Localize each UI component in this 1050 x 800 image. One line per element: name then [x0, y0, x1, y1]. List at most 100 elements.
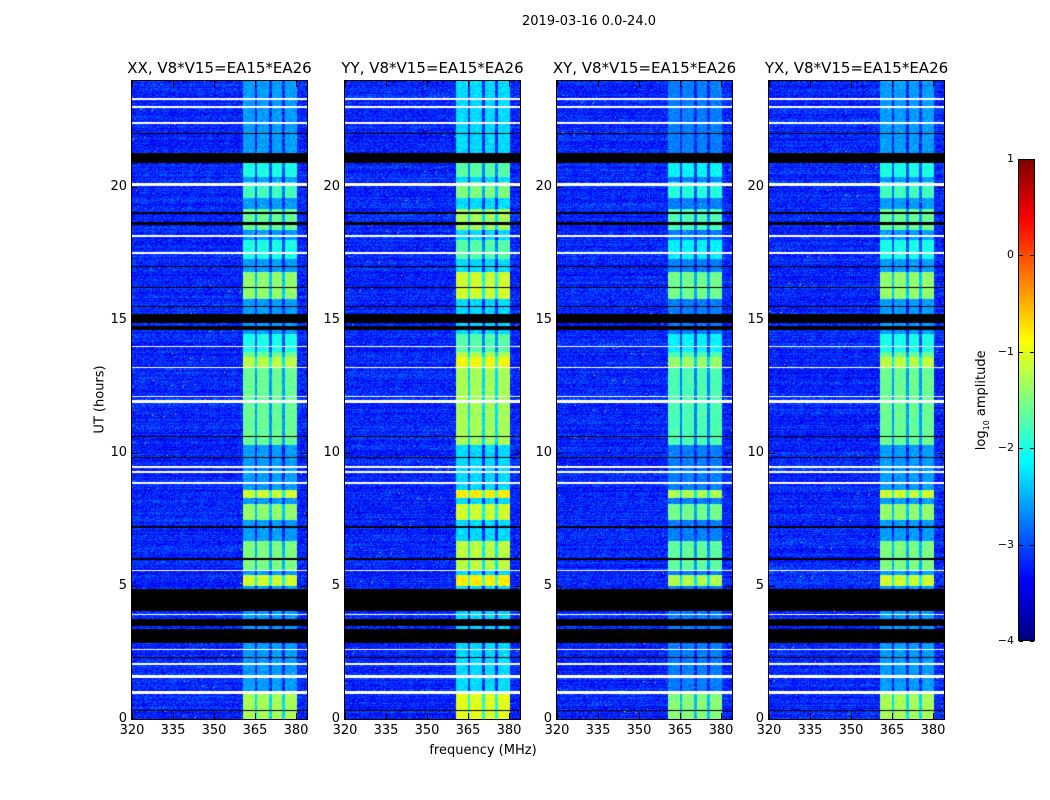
colorbar-tick-label: 0 — [1007, 248, 1014, 262]
x-tick — [639, 81, 641, 87]
panel-axes-yx — [768, 80, 945, 720]
x-tick-label: 335 — [160, 723, 186, 738]
y-tick-label: 15 — [535, 312, 552, 328]
y-tick — [514, 187, 520, 189]
x-tick — [721, 713, 723, 719]
x-tick — [173, 81, 175, 87]
x-tick-label: 350 — [201, 723, 227, 738]
y-tick-label: 10 — [110, 445, 127, 461]
x-tick-label: 365 — [667, 723, 693, 738]
x-tick-label: 365 — [455, 723, 481, 738]
x-tick-label: 350 — [414, 723, 440, 738]
panel-title: XX, V8*V15=EA15*EA26 — [127, 59, 312, 77]
x-tick — [933, 713, 935, 719]
y-tick — [726, 719, 732, 720]
x-tick — [598, 81, 600, 87]
y-tick — [938, 187, 944, 189]
y-tick — [938, 320, 944, 322]
colorbar-tick — [1030, 255, 1034, 257]
colorbar-tick-label: 1 — [1007, 152, 1014, 165]
colorbar-tick — [1019, 448, 1023, 450]
y-tick — [938, 586, 944, 588]
x-tick — [598, 713, 600, 719]
y-tick — [132, 719, 138, 720]
colorbar-tick — [1019, 544, 1023, 546]
y-tick-label: 0 — [543, 711, 552, 726]
y-tick — [132, 187, 138, 189]
x-tick — [345, 81, 346, 87]
x-tick-label: 320 — [119, 723, 145, 738]
x-tick — [851, 81, 853, 87]
y-tick — [345, 187, 351, 189]
colorbar-tick — [1030, 351, 1034, 353]
x-tick — [721, 81, 723, 87]
y-tick — [345, 453, 351, 455]
x-tick — [892, 81, 894, 87]
colorbar-tick — [1019, 351, 1023, 353]
y-tick-label: 15 — [323, 312, 340, 328]
heatmap-canvas — [769, 81, 944, 719]
y-tick — [301, 719, 307, 720]
x-tick — [296, 713, 298, 719]
y-tick — [726, 453, 732, 455]
x-tick-label: 380 — [496, 723, 522, 738]
x-tick — [345, 713, 346, 719]
colorbar-tick — [1019, 641, 1023, 642]
x-tick-label: 335 — [373, 723, 399, 738]
x-tick — [132, 713, 133, 719]
panel-axes-xx — [131, 80, 308, 720]
colorbar-tick — [1030, 544, 1034, 546]
heatmap-canvas — [557, 81, 732, 719]
x-tick-label: 380 — [708, 723, 734, 738]
x-tick — [557, 81, 558, 87]
y-tick-label: 20 — [323, 179, 340, 195]
x-tick — [427, 81, 429, 87]
x-tick — [851, 713, 853, 719]
x-tick-label: 320 — [756, 723, 782, 738]
colorbar — [1018, 159, 1035, 641]
x-tick — [296, 81, 298, 87]
y-tick-label: 0 — [755, 711, 764, 726]
y-tick — [726, 187, 732, 189]
y-tick — [514, 453, 520, 455]
x-tick — [468, 713, 470, 719]
heatmap-canvas — [345, 81, 520, 719]
y-tick-label: 20 — [747, 179, 764, 195]
colorbar-tick-label: −2 — [997, 441, 1014, 455]
y-tick — [514, 719, 520, 720]
x-tick-label: 380 — [920, 723, 946, 738]
y-tick — [557, 187, 563, 189]
y-tick-label: 15 — [747, 312, 764, 328]
colorbar-label-rest: amplitude — [974, 350, 990, 421]
y-tick — [769, 187, 775, 189]
y-tick — [726, 586, 732, 588]
y-tick — [726, 320, 732, 322]
x-tick — [680, 713, 682, 719]
x-tick — [214, 713, 216, 719]
heatmap-canvas — [132, 81, 307, 719]
y-tick-label: 5 — [331, 578, 340, 594]
x-tick-label: 335 — [797, 723, 823, 738]
colorbar-tick-label: −3 — [997, 537, 1014, 551]
y-tick — [769, 453, 775, 455]
y-tick-label: 0 — [331, 711, 340, 726]
colorbar-tick — [1030, 448, 1034, 450]
y-tick-label: 15 — [110, 312, 127, 328]
panel-title: YY, V8*V15=EA15*EA26 — [341, 59, 524, 77]
x-tick — [769, 713, 770, 719]
x-tick-label: 365 — [242, 723, 268, 738]
y-tick — [132, 320, 138, 322]
y-axis-label: UT (hours) — [92, 365, 108, 434]
colorbar-tick — [1019, 255, 1023, 257]
y-tick-label: 10 — [535, 445, 552, 461]
y-tick — [132, 453, 138, 455]
y-tick — [557, 320, 563, 322]
x-tick — [810, 713, 812, 719]
x-tick — [639, 713, 641, 719]
y-tick — [557, 586, 563, 588]
x-tick — [892, 713, 894, 719]
x-tick-label: 320 — [544, 723, 570, 738]
x-tick — [468, 81, 470, 87]
x-tick-label: 335 — [585, 723, 611, 738]
x-tick — [769, 81, 770, 87]
